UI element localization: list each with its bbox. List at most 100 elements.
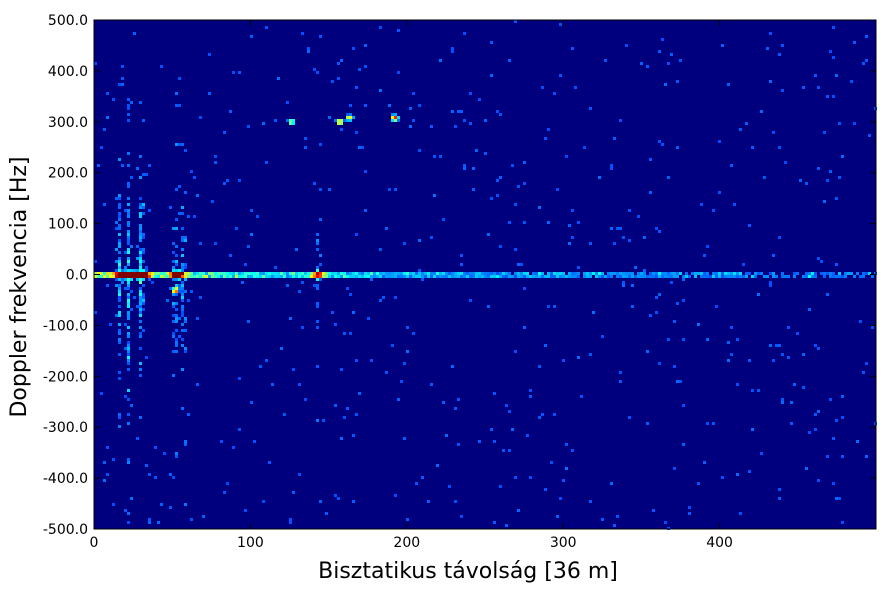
heatmap-cell <box>220 440 223 443</box>
heatmap-cell <box>169 272 172 275</box>
x-tick-label: 400 <box>706 535 733 551</box>
heatmap-cell <box>397 119 400 122</box>
heatmap-cell <box>118 290 121 293</box>
heatmap-cell <box>118 329 121 332</box>
heatmap-cell <box>118 299 121 302</box>
heatmap-cell <box>187 272 190 275</box>
heatmap-cell <box>412 272 415 275</box>
heatmap-cell <box>739 275 742 278</box>
heatmap-cell <box>832 437 835 440</box>
heatmap-cell <box>589 353 592 356</box>
heatmap-cell <box>139 347 142 350</box>
heatmap-cell <box>511 275 514 278</box>
heatmap-cell <box>337 119 340 122</box>
heatmap-cell <box>334 323 337 326</box>
heatmap-cell <box>181 329 184 332</box>
heatmap-cell <box>505 272 508 275</box>
heatmap-cell <box>139 266 142 269</box>
heatmap-cell <box>583 272 586 275</box>
heatmap-cell <box>145 173 148 176</box>
heatmap-cell <box>178 317 181 320</box>
heatmap-cell <box>289 122 292 125</box>
heatmap-cell <box>352 275 355 278</box>
heatmap-cell <box>115 275 118 278</box>
heatmap-cell <box>508 410 511 413</box>
heatmap-cell <box>412 119 415 122</box>
heatmap-cell <box>118 338 121 341</box>
heatmap-cell <box>181 263 184 266</box>
heatmap-cell <box>406 350 409 353</box>
heatmap-cell <box>127 353 130 356</box>
heatmap-cell <box>703 461 706 464</box>
heatmap-cell <box>328 116 331 119</box>
heatmap-cell <box>556 275 559 278</box>
heatmap-cell <box>790 422 793 425</box>
heatmap-cell <box>571 236 574 239</box>
heatmap-cell <box>793 383 796 386</box>
heatmap-cell <box>373 275 376 278</box>
heatmap-cell <box>127 299 130 302</box>
heatmap-cell <box>472 275 475 278</box>
heatmap-cell <box>499 485 502 488</box>
heatmap-cell <box>130 404 133 407</box>
heatmap-cell <box>529 476 532 479</box>
heatmap-cell <box>817 479 820 482</box>
heatmap-cell <box>721 476 724 479</box>
heatmap-cell <box>139 269 142 272</box>
heatmap-cell <box>127 221 130 224</box>
heatmap-cell <box>418 272 421 275</box>
heatmap-cell <box>379 89 382 92</box>
heatmap-cell <box>118 305 121 308</box>
heatmap-cell <box>430 125 433 128</box>
heatmap-cell <box>175 218 178 221</box>
heatmap-cell <box>238 272 241 275</box>
heatmap-cell <box>121 83 124 86</box>
heatmap-cell <box>799 179 802 182</box>
heatmap-cell <box>331 275 334 278</box>
heatmap-cell <box>550 272 553 275</box>
heatmap-cell <box>856 272 859 275</box>
heatmap-cell <box>127 263 130 266</box>
heatmap-cell <box>190 518 193 521</box>
heatmap-cell <box>568 275 571 278</box>
heatmap-cell <box>736 338 739 341</box>
heatmap-cell <box>145 464 148 467</box>
heatmap-cell <box>337 62 340 65</box>
heatmap-cell <box>133 269 136 272</box>
heatmap-cell <box>712 209 715 212</box>
heatmap-cell <box>178 143 181 146</box>
heatmap-cell <box>496 110 499 113</box>
heatmap-cell <box>649 314 652 317</box>
heatmap-cell <box>184 503 187 506</box>
heatmap-cell <box>823 200 826 203</box>
heatmap-cell <box>451 365 454 368</box>
heatmap-cell <box>277 272 280 275</box>
heatmap-cell <box>523 272 526 275</box>
heatmap-cell <box>583 275 586 278</box>
heatmap-cell <box>175 308 178 311</box>
heatmap-cell <box>139 212 142 215</box>
heatmap-cell <box>127 317 130 320</box>
heatmap-cell <box>172 332 175 335</box>
heatmap-cell <box>115 221 118 224</box>
heatmap-cell <box>172 305 175 308</box>
heatmap-cell <box>139 224 142 227</box>
heatmap-cell <box>442 401 445 404</box>
heatmap-cell <box>178 335 181 338</box>
heatmap-cell <box>208 275 211 278</box>
heatmap-cell <box>772 272 775 275</box>
heatmap-cell <box>724 272 727 275</box>
heatmap-cell <box>787 326 790 329</box>
heatmap-cell <box>814 428 817 431</box>
heatmap-cell <box>118 416 121 419</box>
heatmap-cell <box>643 275 646 278</box>
heatmap-cell <box>616 515 619 518</box>
heatmap-cell <box>337 272 340 275</box>
heatmap-cell <box>193 272 196 275</box>
heatmap-cell <box>775 344 778 347</box>
heatmap-cell <box>613 272 616 275</box>
heatmap-cell <box>175 455 178 458</box>
heatmap-cell <box>841 416 844 419</box>
heatmap-cell <box>178 104 181 107</box>
heatmap-cell <box>283 272 286 275</box>
